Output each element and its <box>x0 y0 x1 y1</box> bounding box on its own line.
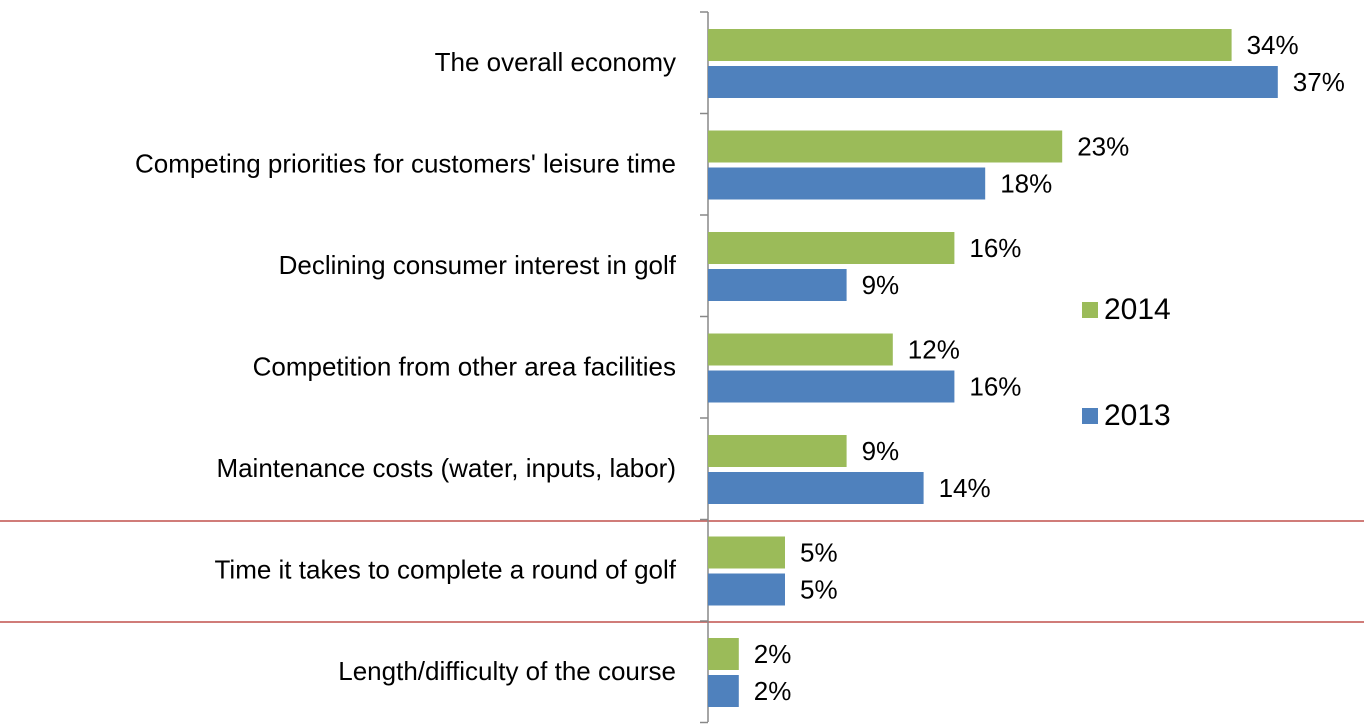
bar <box>708 29 1232 61</box>
value-label: 37% <box>1293 67 1345 97</box>
category-label: Declining consumer interest in golf <box>279 250 677 280</box>
value-label: 16% <box>969 371 1021 401</box>
bar <box>708 333 893 366</box>
value-label: 5% <box>800 537 838 567</box>
bar <box>708 536 785 569</box>
category-label: The overall economy <box>435 47 676 77</box>
value-label: 9% <box>862 270 900 300</box>
bar <box>708 638 739 670</box>
category-label: Competition from other area facilities <box>253 351 676 381</box>
category-label: Time it takes to complete a round of gol… <box>215 554 677 584</box>
value-label: 23% <box>1077 131 1129 161</box>
bar <box>708 370 955 403</box>
value-label: 18% <box>1000 168 1052 198</box>
bar <box>708 435 847 467</box>
bar <box>708 232 955 264</box>
category-label: Competing priorities for customers' leis… <box>135 148 676 178</box>
bar <box>708 167 986 200</box>
bar <box>708 66 1278 98</box>
value-label: 14% <box>939 473 991 503</box>
value-label: 16% <box>969 233 1021 263</box>
value-label: 5% <box>800 574 838 604</box>
value-label: 12% <box>908 334 960 364</box>
value-label: 9% <box>862 436 900 466</box>
bar <box>708 269 847 301</box>
legend-label: 2014 <box>1104 293 1171 326</box>
legend-label: 2013 <box>1104 399 1171 432</box>
legend-swatch <box>1082 408 1098 424</box>
value-label: 34% <box>1247 30 1299 60</box>
bar <box>708 573 785 606</box>
value-label: 2% <box>754 676 792 706</box>
legend-swatch <box>1082 302 1098 318</box>
bar <box>708 675 739 707</box>
bar <box>708 130 1063 163</box>
value-label: 2% <box>754 639 792 669</box>
category-label: Length/difficulty of the course <box>338 656 676 686</box>
bar <box>708 472 924 504</box>
category-label: Maintenance costs (water, inputs, labor) <box>216 453 676 483</box>
